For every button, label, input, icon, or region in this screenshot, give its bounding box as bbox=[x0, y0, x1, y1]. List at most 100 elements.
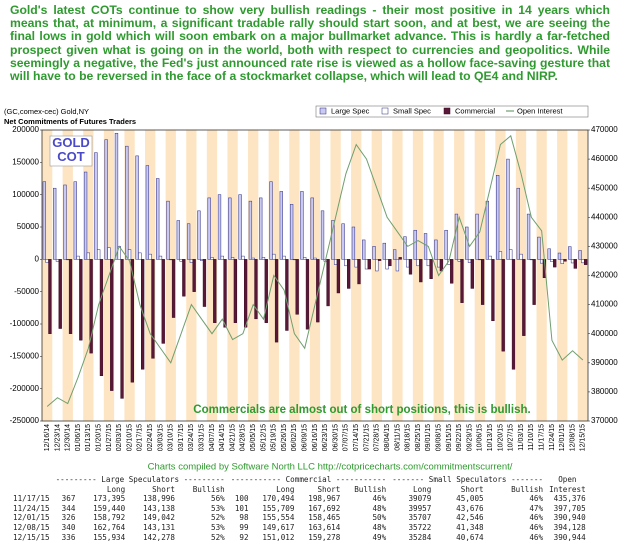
table-cell: 11/17/15 bbox=[13, 494, 50, 504]
y2-tick-label: 380000 bbox=[591, 387, 618, 396]
bar bbox=[457, 259, 461, 262]
stripe bbox=[495, 130, 506, 421]
bar bbox=[94, 152, 98, 260]
bar bbox=[202, 259, 207, 307]
stripe bbox=[145, 130, 156, 421]
table-cell: 42,546 bbox=[456, 513, 484, 523]
x-tick-label: 03/17/15 bbox=[178, 424, 185, 451]
table-cell: 39079 bbox=[408, 494, 432, 504]
table-cell: 155,709 bbox=[262, 503, 295, 513]
chart-title: (GC,comex-cec) Gold,NY bbox=[4, 107, 89, 116]
bar bbox=[53, 187, 57, 260]
x-tick-label: 09/29/15 bbox=[466, 424, 473, 451]
bar bbox=[532, 259, 536, 305]
bar bbox=[470, 259, 474, 289]
stripe bbox=[454, 130, 465, 421]
bar bbox=[454, 213, 459, 260]
table-cell: 52% bbox=[211, 513, 225, 523]
table-subhead: Short bbox=[152, 484, 175, 494]
bar bbox=[104, 139, 108, 260]
table-subhead: Bullish bbox=[511, 484, 544, 494]
bar bbox=[248, 200, 253, 260]
bar bbox=[392, 249, 397, 260]
table-group: --------- Large Speculators --------- bbox=[55, 475, 225, 484]
x-tick-label: 09/15/15 bbox=[446, 424, 453, 451]
x-tick-label: 09/22/15 bbox=[456, 424, 463, 451]
table-cell: 47% bbox=[529, 503, 544, 513]
y-tick-label: 150000 bbox=[12, 157, 39, 166]
bar bbox=[251, 257, 255, 260]
bar bbox=[272, 253, 276, 260]
table-cell: 170,494 bbox=[262, 494, 295, 504]
stripe bbox=[165, 130, 176, 421]
x-tick-label: 11/10/15 bbox=[528, 424, 535, 451]
x-tick-label: 12/30/14 bbox=[65, 424, 72, 451]
table-row: 12/01/15 326 158,792 149,042 52% 98 155,554 158… bbox=[10, 513, 589, 523]
bar bbox=[501, 259, 505, 352]
x-tick-label: 06/09/15 bbox=[302, 424, 309, 451]
bar bbox=[145, 165, 150, 260]
bar bbox=[179, 259, 183, 262]
bar bbox=[416, 259, 420, 267]
bar bbox=[244, 259, 248, 328]
table-cell: 41,348 bbox=[456, 522, 484, 532]
bar bbox=[48, 259, 52, 334]
x-tick-label: 02/10/15 bbox=[126, 424, 133, 451]
stripe bbox=[371, 130, 382, 421]
bar bbox=[526, 213, 531, 260]
table-subhead-row: Long Short Bullish Long Short Bullish Lo… bbox=[10, 485, 589, 495]
table-cell: 151,012 bbox=[262, 532, 295, 542]
annotation: Commercials are almost out of short posi… bbox=[193, 404, 530, 416]
stripe bbox=[474, 130, 485, 421]
table-cell: 336 bbox=[61, 532, 76, 542]
bar bbox=[300, 191, 304, 260]
stripe bbox=[536, 130, 547, 421]
table-cell: 43,676 bbox=[456, 503, 484, 513]
bar bbox=[547, 248, 551, 260]
table-group: ----------- Commercial ----------- bbox=[230, 475, 387, 484]
stripe bbox=[309, 130, 321, 421]
table-subhead: Long bbox=[413, 484, 432, 494]
bar bbox=[341, 223, 345, 260]
y-tick-label: -200000 bbox=[10, 384, 40, 393]
x-tick-label: 08/25/15 bbox=[415, 424, 422, 451]
y2-tick-label: 410000 bbox=[591, 300, 618, 309]
x-tick-label: 11/24/15 bbox=[549, 424, 556, 451]
x-tick-label: 04/14/15 bbox=[219, 424, 226, 451]
table-row: 12/15/15 336 155,934 142,278 52% 92 151,012 159… bbox=[10, 533, 589, 543]
bar bbox=[76, 255, 80, 260]
bar bbox=[151, 259, 155, 359]
legend-box bbox=[315, 105, 589, 118]
y2-tick-label: 390000 bbox=[591, 358, 618, 367]
y2-tick-label: 470000 bbox=[591, 125, 618, 134]
bar bbox=[560, 259, 564, 265]
table-cell: 397,705 bbox=[553, 503, 586, 513]
table-cell: 101 bbox=[234, 503, 249, 513]
x-tick-label: 05/19/15 bbox=[271, 424, 278, 451]
table-cell: 394,128 bbox=[553, 522, 586, 532]
bar bbox=[259, 197, 263, 260]
bar bbox=[465, 226, 469, 260]
bar bbox=[58, 259, 62, 329]
table-subhead: Short bbox=[317, 484, 341, 494]
bar bbox=[156, 178, 160, 260]
stripe bbox=[206, 130, 218, 421]
bar bbox=[367, 259, 371, 270]
table-cell: 53% bbox=[211, 503, 225, 513]
x-tick-label: 03/03/15 bbox=[157, 424, 164, 451]
x-tick-label: 09/01/15 bbox=[425, 424, 432, 451]
table-cell: 138,996 bbox=[142, 494, 175, 504]
legend-label: Large Spec bbox=[331, 106, 370, 115]
bar bbox=[274, 259, 279, 343]
y-tick-label: -250000 bbox=[10, 416, 40, 425]
bar bbox=[478, 259, 482, 261]
x-tick-label: 12/16/14 bbox=[44, 424, 51, 451]
bar bbox=[114, 132, 119, 260]
bar bbox=[326, 259, 330, 307]
bar bbox=[303, 257, 307, 260]
table-cell: 49% bbox=[372, 532, 387, 542]
bar bbox=[475, 213, 479, 260]
bar bbox=[99, 259, 104, 376]
table-subhead: Interest bbox=[549, 484, 586, 494]
stripe bbox=[186, 130, 197, 421]
